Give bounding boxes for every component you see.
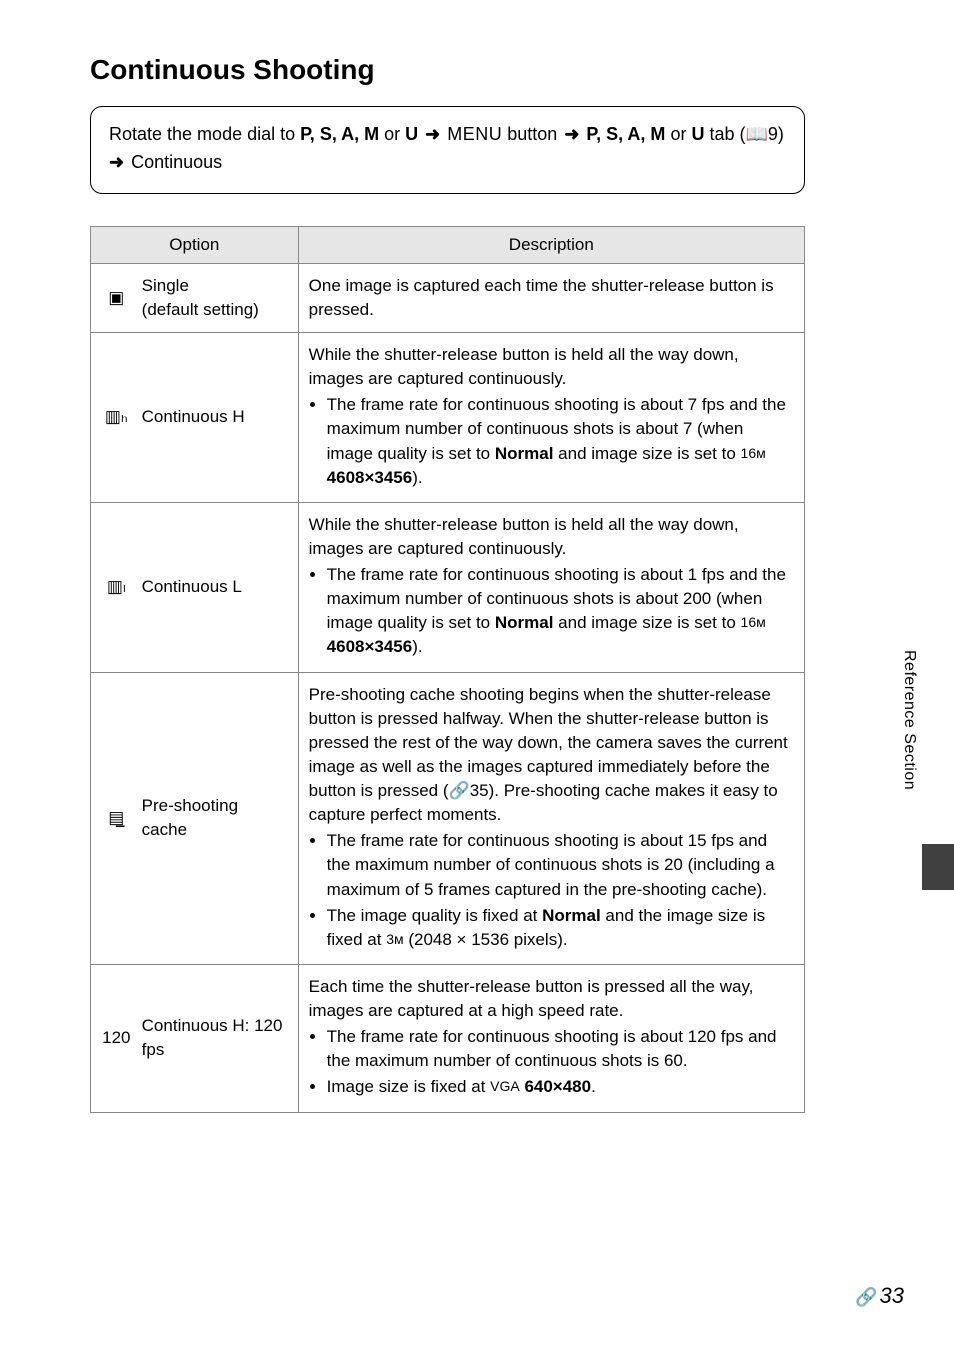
modes-1: P, S, A, M bbox=[300, 124, 379, 144]
option-description: While the shutter-release button is held… bbox=[298, 502, 804, 672]
table-row: 120Continuous H: 120 fpsEach time the sh… bbox=[91, 964, 805, 1112]
option-icon: 120 bbox=[91, 964, 142, 1112]
continuous-label: Continuous bbox=[131, 152, 222, 172]
option-name: Continuous H bbox=[142, 333, 299, 503]
menu-label: MENU bbox=[447, 124, 502, 144]
tab-label: tab ( bbox=[704, 124, 745, 144]
table-row: ▥ₕContinuous HWhile the shutter-release … bbox=[91, 333, 805, 503]
instruction-prefix: Rotate the mode dial to bbox=[109, 124, 300, 144]
side-tab: Reference Section bbox=[900, 650, 918, 790]
option-icon: ▤̲ bbox=[91, 672, 142, 964]
table-row: ▥ₗContinuous LWhile the shutter-release … bbox=[91, 502, 805, 672]
option-name: Pre-shooting cache bbox=[142, 672, 299, 964]
options-table: Option Description ▣Single(default setti… bbox=[90, 226, 805, 1113]
option-description: While the shutter-release button is held… bbox=[298, 333, 804, 503]
side-block bbox=[922, 844, 954, 890]
option-icon: ▣ bbox=[91, 263, 142, 332]
arrow-1: ➜ bbox=[418, 124, 447, 144]
page-number: 🔗33 bbox=[855, 1283, 904, 1309]
option-description: Each time the shutter-release button is … bbox=[298, 964, 804, 1112]
option-name: Single(default setting) bbox=[142, 263, 299, 332]
page-number-value: 33 bbox=[880, 1283, 904, 1308]
mode-u-2: U bbox=[691, 124, 704, 144]
page-ref: 9) bbox=[768, 124, 784, 144]
option-name: Continuous L bbox=[142, 502, 299, 672]
or-1: or bbox=[379, 124, 405, 144]
option-name: Continuous H: 120 fps bbox=[142, 964, 299, 1112]
page-title: Continuous Shooting bbox=[90, 54, 805, 86]
option-icon: ▥ₕ bbox=[91, 333, 142, 503]
or-2: or bbox=[665, 124, 691, 144]
option-description: One image is captured each time the shut… bbox=[298, 263, 804, 332]
option-header: Option bbox=[91, 226, 299, 263]
mode-u-1: U bbox=[405, 124, 418, 144]
arrow-2: ➜ bbox=[557, 124, 586, 144]
instruction-box: Rotate the mode dial to P, S, A, M or U … bbox=[90, 106, 805, 194]
table-row: ▤̲Pre-shooting cachePre-shooting cache s… bbox=[91, 672, 805, 964]
page-prefix-icon: 🔗 bbox=[855, 1287, 879, 1307]
table-row: ▣Single(default setting)One image is cap… bbox=[91, 263, 805, 332]
option-description: Pre-shooting cache shooting begins when … bbox=[298, 672, 804, 964]
description-header: Description bbox=[298, 226, 804, 263]
modes-2: P, S, A, M bbox=[586, 124, 665, 144]
button-label: button bbox=[502, 124, 557, 144]
book-icon: 📖 bbox=[745, 124, 767, 144]
option-icon: ▥ₗ bbox=[91, 502, 142, 672]
